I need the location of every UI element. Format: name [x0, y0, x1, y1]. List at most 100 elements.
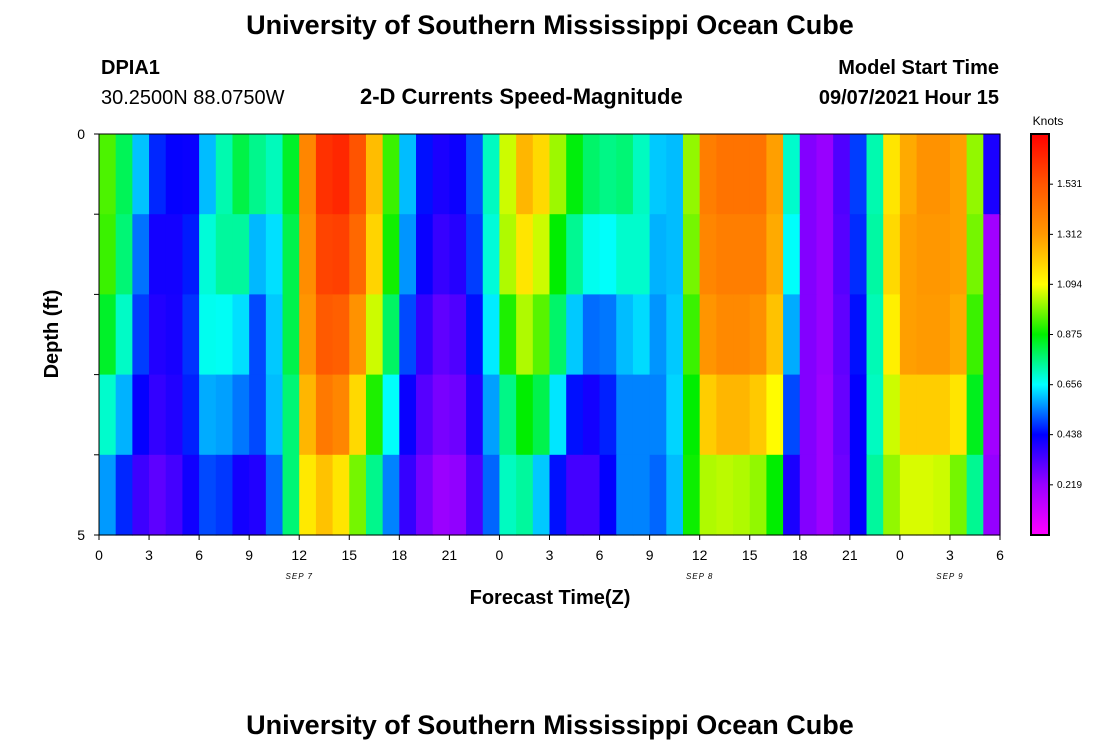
heatmap-cell: [566, 214, 584, 295]
heatmap-cell: [132, 134, 150, 215]
heatmap-cell: [249, 374, 267, 456]
heatmap-cell: [199, 214, 217, 295]
heatmap-cell: [165, 294, 184, 376]
heatmap-cell: [599, 214, 617, 295]
heatmap-cell: [966, 374, 984, 456]
heatmap-cell: [783, 294, 801, 376]
heatmap-cell: [382, 294, 400, 376]
heatmap-cell: [632, 374, 651, 456]
heatmap-cell: [816, 374, 834, 456]
heatmap-cell: [883, 374, 901, 456]
heatmap-cell: [733, 134, 751, 215]
heatmap-cell: [983, 134, 1001, 215]
heatmap-cell: [549, 454, 567, 536]
heatmap-cell: [165, 454, 184, 536]
heatmap-cell: [365, 294, 384, 376]
heatmap-cell: [499, 294, 517, 376]
heatmap-cell: [516, 294, 534, 376]
x-tick-label: 21: [442, 547, 458, 563]
heatmap-cell: [232, 134, 250, 215]
heatmap-cell: [149, 214, 167, 295]
heatmap-cell: [582, 214, 601, 295]
heatmap-cell: [365, 134, 384, 215]
x-tick-label: 12: [291, 547, 307, 563]
heatmap-cell: [632, 294, 651, 376]
heatmap-cell: [282, 374, 300, 456]
heatmap-cell: [649, 454, 667, 536]
heatmap-cell: [816, 134, 834, 215]
heatmap-cell: [566, 134, 584, 215]
x-tick-label: 18: [392, 547, 408, 563]
heatmap-cell: [899, 294, 918, 376]
x-tick-label: 15: [742, 547, 758, 563]
heatmap-cell: [749, 454, 768, 536]
heatmap-cell: [833, 294, 851, 376]
heatmap-cell: [933, 294, 951, 376]
heatmap-cell: [132, 374, 150, 456]
heatmap-cell: [432, 294, 450, 376]
heatmap-cell: [182, 374, 200, 456]
heatmap-cell: [799, 374, 818, 456]
heatmap-cell: [666, 214, 684, 295]
heatmap-cell: [349, 374, 367, 456]
heatmap-cell: [783, 454, 801, 536]
heatmap-cell: [966, 294, 984, 376]
heatmap-cell: [315, 214, 334, 295]
heatmap-cell: [449, 294, 467, 376]
y-axis: 05: [77, 126, 99, 543]
heatmap-cell: [365, 454, 384, 536]
heatmap-cell: [699, 374, 717, 456]
heatmap-cell: [649, 134, 667, 215]
heatmap-cell: [332, 294, 350, 376]
heatmap-cell: [349, 294, 367, 376]
heatmap-cell: [532, 374, 551, 456]
heatmap-cell: [716, 454, 734, 536]
heatmap-cell: [315, 134, 334, 215]
colorbar-tick-label: 0.656: [1057, 380, 1082, 391]
model-start-label: Model Start Time: [838, 57, 999, 79]
heatmap-cell: [399, 214, 417, 295]
x-axis: 0 3 6 9 12 15 18 21 0 3 6 9 12 15 18 21 0 3 6 SEP 7 SEP 8 SEP…: [95, 535, 1004, 581]
heatmap-cell: [849, 294, 868, 376]
heatmap-cell: [99, 134, 117, 215]
heatmap-cell: [332, 214, 350, 295]
heatmap-cell: [916, 214, 934, 295]
heatmap-cell: [733, 214, 751, 295]
heatmap-cell: [799, 454, 818, 536]
heatmap-cell: [866, 214, 884, 295]
heatmap-cell: [582, 374, 601, 456]
heatmap-cell: [666, 374, 684, 456]
heatmap-cell: [315, 454, 334, 536]
heatmap-cell: [232, 294, 250, 376]
heatmap-cell: [649, 214, 667, 295]
heatmap-cell: [249, 294, 267, 376]
heatmap-cell: [249, 454, 267, 536]
heatmap-cell: [833, 374, 851, 456]
heatmap-cell: [115, 294, 133, 376]
heatmap-cell: [315, 294, 334, 376]
heatmap-cells: [99, 134, 1001, 536]
heatmap-cell: [816, 294, 834, 376]
heatmap-cell: [149, 374, 167, 456]
heatmap-cell: [516, 454, 534, 536]
heatmap-cell: [682, 374, 701, 456]
heatmap-cell: [416, 214, 434, 295]
date-label: SEP 7: [286, 572, 313, 581]
heatmap-cell: [499, 374, 517, 456]
heatmap-cell: [249, 134, 267, 215]
heatmap-cell: [749, 294, 768, 376]
heatmap-cell: [899, 214, 918, 295]
date-label: SEP 9: [936, 572, 963, 581]
heatmap-cell: [933, 374, 951, 456]
colorbar-tick-label: 0.219: [1057, 480, 1082, 491]
heatmap-cell: [666, 134, 684, 215]
heatmap-cell: [632, 454, 651, 536]
x-tick-label: 3: [145, 547, 153, 563]
heatmap-cell: [532, 454, 551, 536]
x-tick-label: 6: [596, 547, 604, 563]
heatmap-cell: [549, 294, 567, 376]
heatmap-cell: [99, 294, 117, 376]
heatmap-cell: [682, 134, 701, 215]
heatmap-cell: [866, 294, 884, 376]
